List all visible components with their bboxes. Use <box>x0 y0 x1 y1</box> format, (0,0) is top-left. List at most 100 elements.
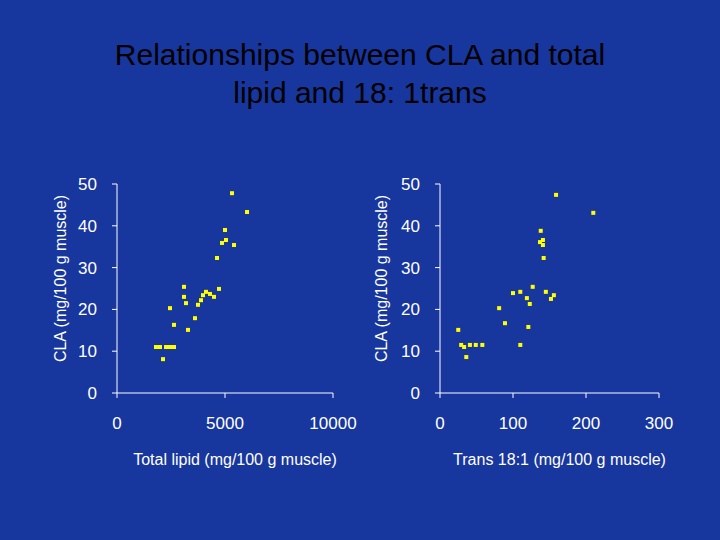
point <box>172 323 176 327</box>
point <box>224 238 228 242</box>
point <box>456 328 460 332</box>
point <box>172 345 176 349</box>
point <box>531 285 535 289</box>
point <box>511 291 515 295</box>
point <box>204 290 208 294</box>
y-tick-label: 40 <box>78 217 97 236</box>
point <box>503 321 507 325</box>
point <box>182 285 186 289</box>
x-tick <box>333 393 334 398</box>
y-tick-label: 30 <box>401 259 420 278</box>
y-tick-label: 0 <box>88 384 97 403</box>
y-tick <box>112 184 117 185</box>
point <box>230 191 234 195</box>
chart: 0 10 20 30 40 50 0 100 200 300 Trans 18:1 (mg/100 … <box>373 175 673 468</box>
x-tick <box>513 393 514 398</box>
y-tick-label: 50 <box>78 175 97 194</box>
y-tick <box>435 225 440 226</box>
y-tick-label: 50 <box>401 175 420 194</box>
x-axis-title: Trans 18:1 (mg/100 g muscle) <box>453 451 666 468</box>
point <box>182 295 186 299</box>
x-tick-label: 100 <box>499 414 527 433</box>
x-tick-label: 200 <box>572 414 600 433</box>
x-tick-label: 0 <box>435 414 444 433</box>
y-axis <box>117 184 118 393</box>
title: Relationships between CLA and total lipi… <box>100 36 620 112</box>
y-tick-label: 10 <box>401 342 420 361</box>
y-axis <box>440 184 441 393</box>
x-tick-label: 0 <box>112 414 121 433</box>
point <box>549 297 553 301</box>
point <box>193 316 197 320</box>
point <box>542 256 546 260</box>
x-tick <box>659 393 660 398</box>
y-tick <box>435 184 440 185</box>
point <box>539 229 543 233</box>
point <box>468 343 472 347</box>
point <box>232 243 236 247</box>
point <box>168 306 172 310</box>
y-tick-label: 40 <box>401 217 420 236</box>
point <box>552 293 556 297</box>
points <box>456 193 595 359</box>
y-tick <box>112 351 117 352</box>
x-tick-label: 300 <box>645 414 673 433</box>
x-tick <box>586 393 587 398</box>
point <box>184 301 188 305</box>
y-tick-label: 20 <box>401 300 420 319</box>
point <box>212 295 216 299</box>
point <box>215 256 219 260</box>
y-tick <box>112 225 117 226</box>
y-tick-label: 0 <box>411 384 420 403</box>
y-axis-title: CLA (mg/100 g muscle) <box>52 195 69 362</box>
point <box>245 210 249 214</box>
point <box>525 296 529 300</box>
point <box>518 343 522 347</box>
point <box>223 228 227 232</box>
point <box>161 357 165 361</box>
point <box>154 345 158 349</box>
x-axis-title: Total lipid (mg/100 g muscle) <box>133 451 337 468</box>
point <box>208 292 212 296</box>
point <box>480 343 484 347</box>
point <box>518 290 522 294</box>
point <box>220 241 224 245</box>
y-tick-label: 30 <box>78 259 97 278</box>
x-tick-label: 10000 <box>309 414 356 433</box>
x-tick <box>440 393 441 398</box>
y-axis-title: CLA (mg/100 g muscle) <box>373 195 390 362</box>
x-tick <box>225 393 226 398</box>
point <box>528 302 532 306</box>
point <box>199 298 203 302</box>
point <box>541 243 545 247</box>
y-tick <box>435 351 440 352</box>
y-tick <box>435 309 440 310</box>
y-tick-label: 20 <box>78 300 97 319</box>
point <box>196 303 200 307</box>
charts: 010203040500500010000Total lipid (mg/100… <box>0 0 720 540</box>
point <box>526 325 530 329</box>
x-axis <box>440 393 659 394</box>
x-tick <box>117 393 118 398</box>
y-tick-label: 10 <box>78 342 97 361</box>
point <box>158 345 162 349</box>
point <box>474 343 478 347</box>
points <box>154 191 249 361</box>
y-tick <box>112 393 117 394</box>
y-tick <box>112 267 117 268</box>
point <box>544 290 548 294</box>
y-tick <box>435 267 440 268</box>
chart: 0 10 20 30 40 50 0 5000 10000 Total lipid (mg/100… <box>52 175 357 468</box>
point <box>464 355 468 359</box>
point <box>164 345 168 349</box>
y-tick <box>435 393 440 394</box>
point <box>168 345 172 349</box>
point <box>462 345 466 349</box>
point <box>186 328 190 332</box>
y-tick <box>112 309 117 310</box>
point <box>554 193 558 197</box>
point <box>497 306 501 310</box>
x-tick-label: 5000 <box>206 414 244 433</box>
point <box>591 211 595 215</box>
point <box>217 287 221 291</box>
